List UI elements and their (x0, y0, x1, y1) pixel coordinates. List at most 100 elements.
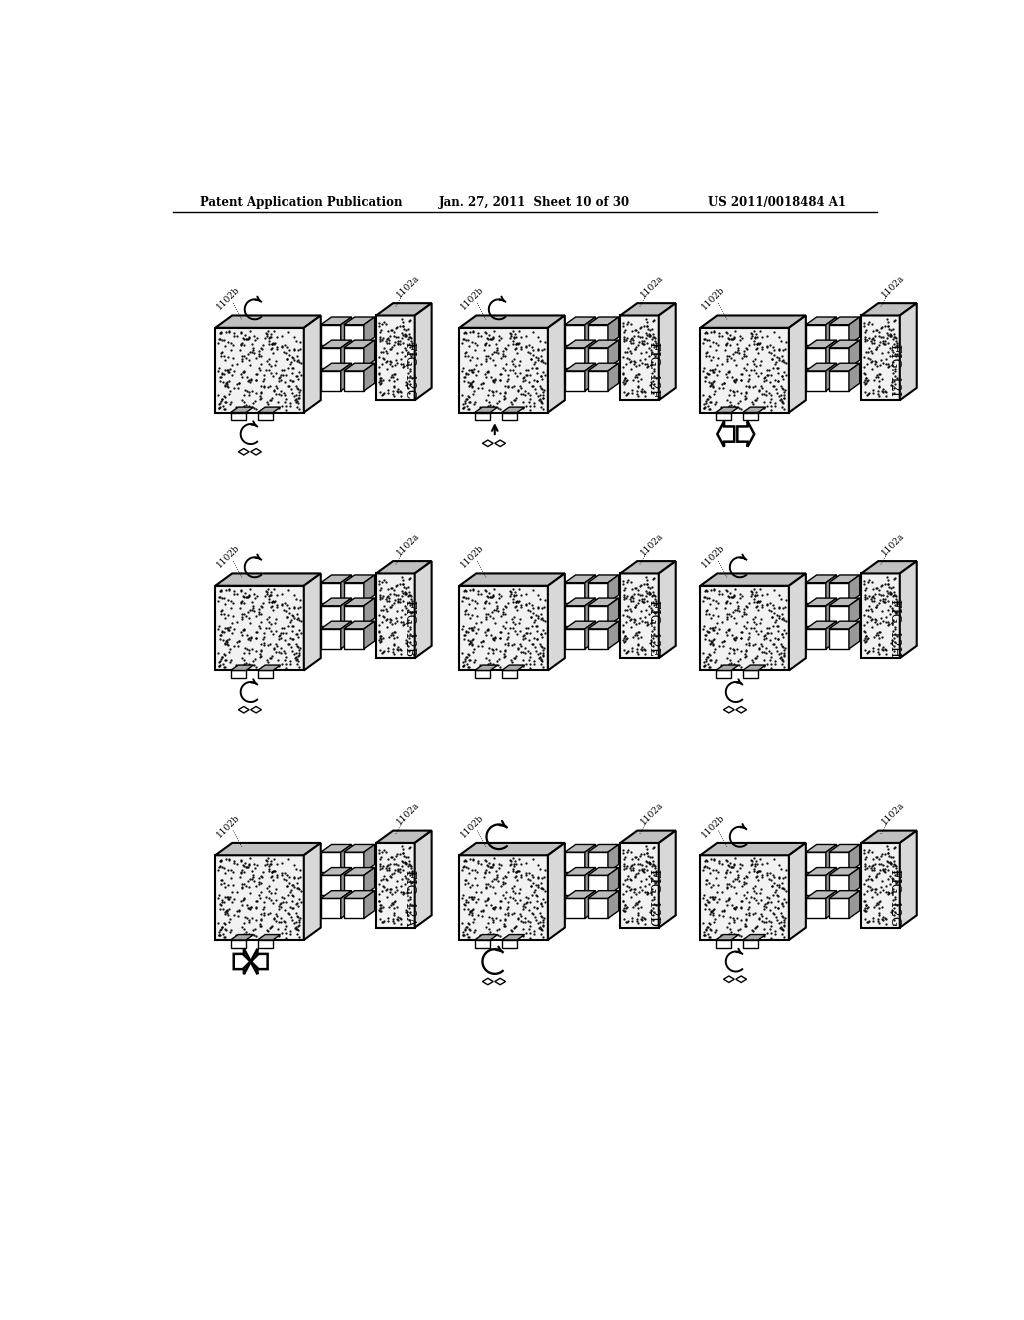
Polygon shape (475, 671, 490, 678)
Polygon shape (608, 576, 618, 603)
Polygon shape (344, 867, 375, 875)
Polygon shape (565, 875, 585, 895)
Polygon shape (565, 628, 585, 649)
Polygon shape (742, 935, 766, 940)
Polygon shape (341, 891, 351, 919)
Polygon shape (565, 867, 596, 875)
Polygon shape (565, 325, 585, 345)
Polygon shape (826, 576, 837, 603)
Polygon shape (861, 304, 916, 315)
Polygon shape (621, 843, 658, 928)
Text: 1102a: 1102a (880, 800, 906, 826)
Polygon shape (700, 843, 806, 855)
Polygon shape (321, 622, 351, 628)
Text: 1102b: 1102b (460, 544, 486, 570)
Polygon shape (344, 845, 375, 853)
Polygon shape (716, 935, 738, 940)
Polygon shape (716, 665, 738, 671)
Polygon shape (304, 315, 321, 412)
Polygon shape (829, 371, 849, 391)
Polygon shape (321, 853, 341, 873)
Polygon shape (376, 304, 432, 315)
Polygon shape (826, 845, 837, 873)
Polygon shape (621, 561, 676, 573)
Polygon shape (321, 371, 341, 391)
Polygon shape (621, 315, 658, 400)
Polygon shape (588, 628, 608, 649)
Polygon shape (806, 582, 826, 603)
Polygon shape (230, 412, 246, 420)
Polygon shape (251, 706, 261, 713)
Polygon shape (826, 598, 837, 626)
Polygon shape (806, 363, 837, 371)
Polygon shape (376, 830, 432, 843)
Polygon shape (806, 867, 837, 875)
Polygon shape (585, 363, 596, 391)
Polygon shape (304, 573, 321, 671)
Polygon shape (588, 845, 618, 853)
Polygon shape (502, 940, 517, 948)
Polygon shape (585, 845, 596, 873)
Polygon shape (364, 363, 375, 391)
Polygon shape (806, 628, 826, 649)
Polygon shape (700, 315, 806, 327)
Polygon shape (806, 891, 837, 899)
Polygon shape (230, 671, 246, 678)
Polygon shape (608, 845, 618, 873)
Polygon shape (502, 935, 524, 940)
Polygon shape (341, 363, 351, 391)
Text: FIG. 12E: FIG. 12E (647, 601, 659, 656)
Polygon shape (364, 341, 375, 368)
Polygon shape (585, 891, 596, 919)
Polygon shape (900, 830, 916, 928)
Text: FIG. 12F: FIG. 12F (647, 342, 659, 397)
Polygon shape (239, 449, 249, 455)
Polygon shape (829, 325, 849, 345)
Polygon shape (321, 576, 351, 582)
Polygon shape (829, 845, 860, 853)
Polygon shape (502, 671, 517, 678)
Polygon shape (376, 843, 415, 928)
Polygon shape (861, 843, 900, 928)
Polygon shape (849, 363, 860, 391)
Polygon shape (829, 853, 849, 873)
Polygon shape (724, 706, 734, 713)
Polygon shape (215, 327, 304, 412)
Polygon shape (495, 440, 506, 446)
Text: 1102b: 1102b (215, 544, 242, 570)
Polygon shape (215, 843, 321, 855)
Polygon shape (829, 348, 849, 368)
Polygon shape (585, 576, 596, 603)
Polygon shape (849, 622, 860, 649)
Polygon shape (700, 327, 788, 412)
Text: Patent Application Publication: Patent Application Publication (200, 195, 402, 209)
Polygon shape (230, 940, 246, 948)
Polygon shape (565, 348, 585, 368)
Polygon shape (861, 573, 900, 659)
Polygon shape (588, 582, 608, 603)
Polygon shape (737, 421, 755, 446)
Polygon shape (829, 341, 860, 348)
Polygon shape (826, 363, 837, 391)
Polygon shape (829, 363, 860, 371)
Polygon shape (716, 407, 738, 412)
Polygon shape (588, 891, 618, 899)
Polygon shape (251, 949, 267, 974)
Polygon shape (321, 341, 351, 348)
Polygon shape (736, 975, 746, 982)
Polygon shape (788, 573, 806, 671)
Polygon shape (588, 598, 618, 606)
Polygon shape (502, 412, 517, 420)
Polygon shape (344, 853, 364, 873)
Polygon shape (415, 304, 432, 400)
Polygon shape (608, 867, 618, 895)
Polygon shape (460, 855, 548, 940)
Polygon shape (495, 978, 506, 985)
Text: 1102a: 1102a (880, 531, 906, 557)
Polygon shape (376, 315, 415, 400)
Polygon shape (608, 317, 618, 345)
Polygon shape (344, 348, 364, 368)
Polygon shape (849, 845, 860, 873)
Polygon shape (565, 598, 596, 606)
Polygon shape (742, 407, 766, 412)
